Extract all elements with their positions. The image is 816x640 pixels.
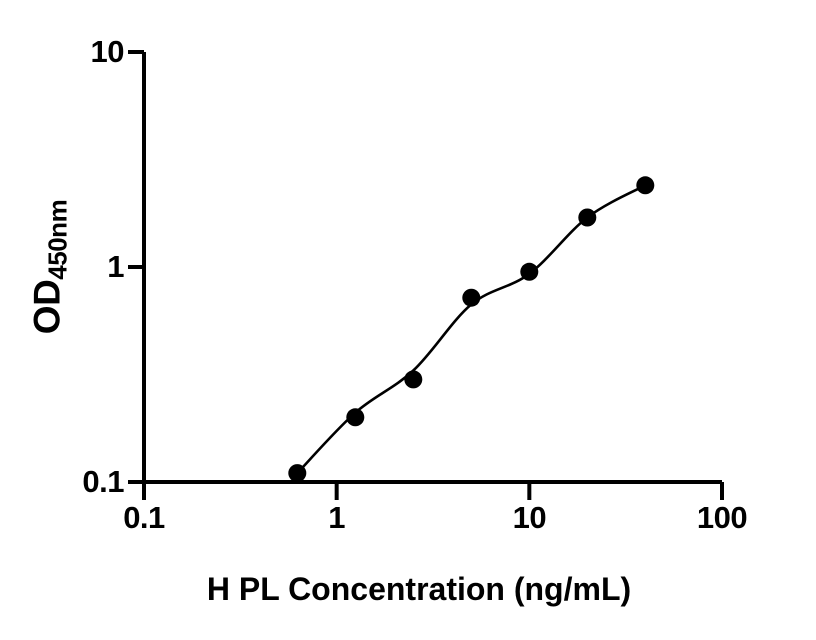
axis-spines <box>142 52 722 484</box>
y-tick-label: 1 <box>107 249 124 284</box>
data-point <box>288 464 307 483</box>
x-tick-label: 10 <box>512 500 547 535</box>
data-point <box>462 288 481 307</box>
y-axis-title: OD450nm <box>27 200 74 334</box>
y-tick-label: 0.1 <box>82 464 124 499</box>
x-tick-label: 100 <box>696 500 748 535</box>
y-axis-title-text: OD <box>26 279 68 335</box>
x-tick-label: 1 <box>328 500 346 535</box>
data-point <box>578 208 597 227</box>
x-axis-title: H PL Concentration (ng/mL) <box>206 571 632 607</box>
data-point <box>346 408 365 427</box>
x-tick-label: 0.1 <box>123 500 165 535</box>
data-point <box>636 176 655 195</box>
fit-curve-line <box>296 184 647 475</box>
y-axis-title-subscript: 450nm <box>42 199 73 280</box>
y-tick-label: 10 <box>90 34 125 69</box>
data-point <box>404 370 423 389</box>
data-point <box>520 262 539 281</box>
